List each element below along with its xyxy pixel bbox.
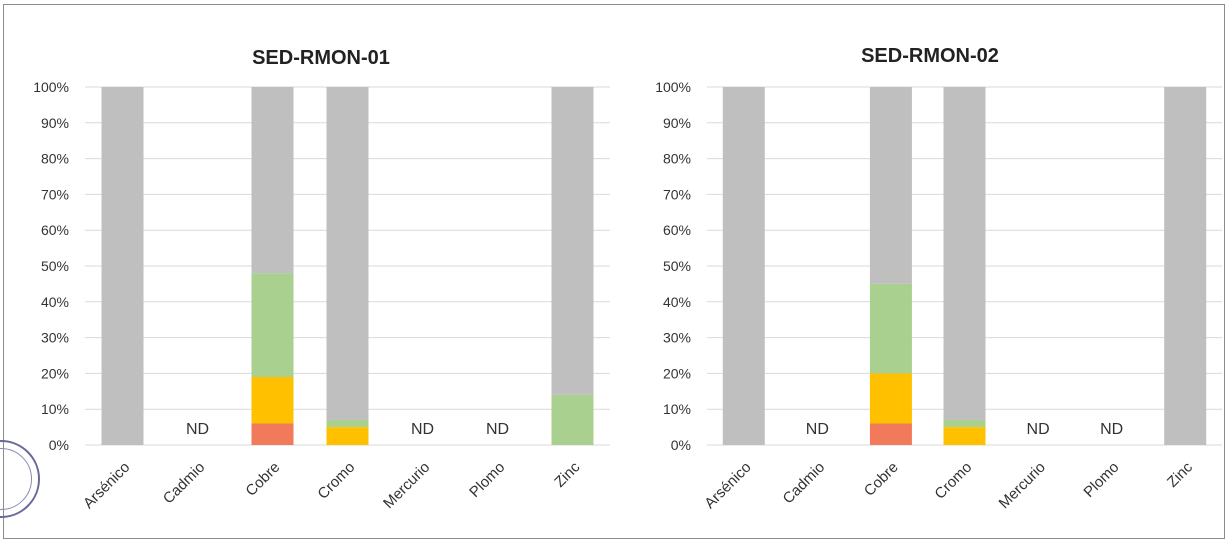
nd-label-2-mercurio: ND xyxy=(1027,421,1050,438)
y-tick-label-2-50: 50% xyxy=(663,258,691,274)
y-tick-label-1-30: 30% xyxy=(41,330,69,346)
bar-segment-2-zinc-gray xyxy=(1164,87,1207,445)
x-tick-label-1-cromo: Cromo xyxy=(314,459,358,503)
x-tick-label-1-mercurio: Mercurio xyxy=(380,459,433,512)
chart-frame xyxy=(3,4,1225,539)
y-tick-label-1-80: 80% xyxy=(41,151,69,167)
y-tick-label-2-30: 30% xyxy=(663,330,691,346)
bar-segment-2-cobre-gray xyxy=(869,87,912,284)
bar-segment-1-cobre-gray xyxy=(251,87,294,274)
x-tick-label-2-cadmio: Cadmio xyxy=(780,459,829,508)
nd-label-1-mercurio: ND xyxy=(411,421,434,438)
bar-segment-1-cobre-red xyxy=(251,423,294,445)
x-tick-label-1-zinc: Zinc xyxy=(551,458,583,490)
y-tick-label-1-70: 70% xyxy=(41,186,69,202)
bar-segment-2-cobre-red xyxy=(869,423,912,445)
y-tick-label-1-40: 40% xyxy=(41,294,69,310)
bar-segment-1-cromo-green xyxy=(326,419,369,428)
x-tick-label-1-cobre: Cobre xyxy=(242,459,283,500)
nd-label-1-cadmio: ND xyxy=(186,421,209,438)
x-tick-label-1-plomo: Plomo xyxy=(466,459,508,501)
y-tick-label-1-60: 60% xyxy=(41,222,69,238)
bar-segment-1-zinc-green xyxy=(551,394,594,445)
y-tick-label-2-80: 80% xyxy=(663,151,691,167)
bar-segment-2-cobre-green xyxy=(869,283,912,374)
bar-segment-2-cromo-green xyxy=(943,419,986,428)
y-tick-label-2-70: 70% xyxy=(663,186,691,202)
x-tick-label-1-arsénico: Arsénico xyxy=(80,459,133,512)
x-tick-label-2-arsénico: Arsénico xyxy=(701,459,754,512)
y-tick-label-1-20: 20% xyxy=(41,365,69,381)
nd-label-2-plomo: ND xyxy=(1100,421,1123,438)
x-tick-label-2-cobre: Cobre xyxy=(861,459,902,500)
y-tick-label-2-60: 60% xyxy=(663,222,691,238)
y-tick-label-1-90: 90% xyxy=(41,115,69,131)
nd-label-2-cadmio: ND xyxy=(806,421,829,438)
y-tick-label-2-20: 20% xyxy=(663,365,691,381)
y-tick-label-2-90: 90% xyxy=(663,115,691,131)
bar-segment-1-arsénico-gray xyxy=(101,87,144,445)
y-tick-label-1-100: 100% xyxy=(33,79,69,95)
y-tick-label-1-50: 50% xyxy=(41,258,69,274)
y-tick-label-2-0: 0% xyxy=(671,437,691,453)
x-tick-label-2-cromo: Cromo xyxy=(931,459,975,503)
bar-segment-2-cromo-yellow xyxy=(943,427,986,445)
bar-segment-2-arsénico-gray xyxy=(722,87,765,445)
x-tick-label-1-cadmio: Cadmio xyxy=(160,459,209,508)
y-tick-label-2-40: 40% xyxy=(663,294,691,310)
nd-label-1-plomo: ND xyxy=(486,421,509,438)
bar-segment-2-cobre-yellow xyxy=(869,373,912,424)
x-tick-label-2-zinc: Zinc xyxy=(1164,458,1196,490)
bar-segment-1-cobre-green xyxy=(251,273,294,377)
chart-title-1: SED-RMON-01 xyxy=(252,47,390,69)
bar-segment-1-cobre-yellow xyxy=(251,376,294,424)
chart-title-2: SED-RMON-02 xyxy=(861,45,999,67)
bar-segment-1-cromo-gray xyxy=(326,87,369,420)
bar-segment-1-zinc-gray xyxy=(551,87,594,395)
bar-segment-2-cromo-gray xyxy=(943,87,986,420)
y-tick-label-1-10: 10% xyxy=(41,401,69,417)
bar-segment-1-cromo-yellow xyxy=(326,427,369,445)
y-tick-label-1-0: 0% xyxy=(49,437,69,453)
y-tick-label-2-10: 10% xyxy=(663,401,691,417)
x-tick-label-2-plomo: Plomo xyxy=(1080,459,1122,501)
y-tick-label-2-100: 100% xyxy=(655,79,691,95)
x-tick-label-2-mercurio: Mercurio xyxy=(996,459,1049,512)
